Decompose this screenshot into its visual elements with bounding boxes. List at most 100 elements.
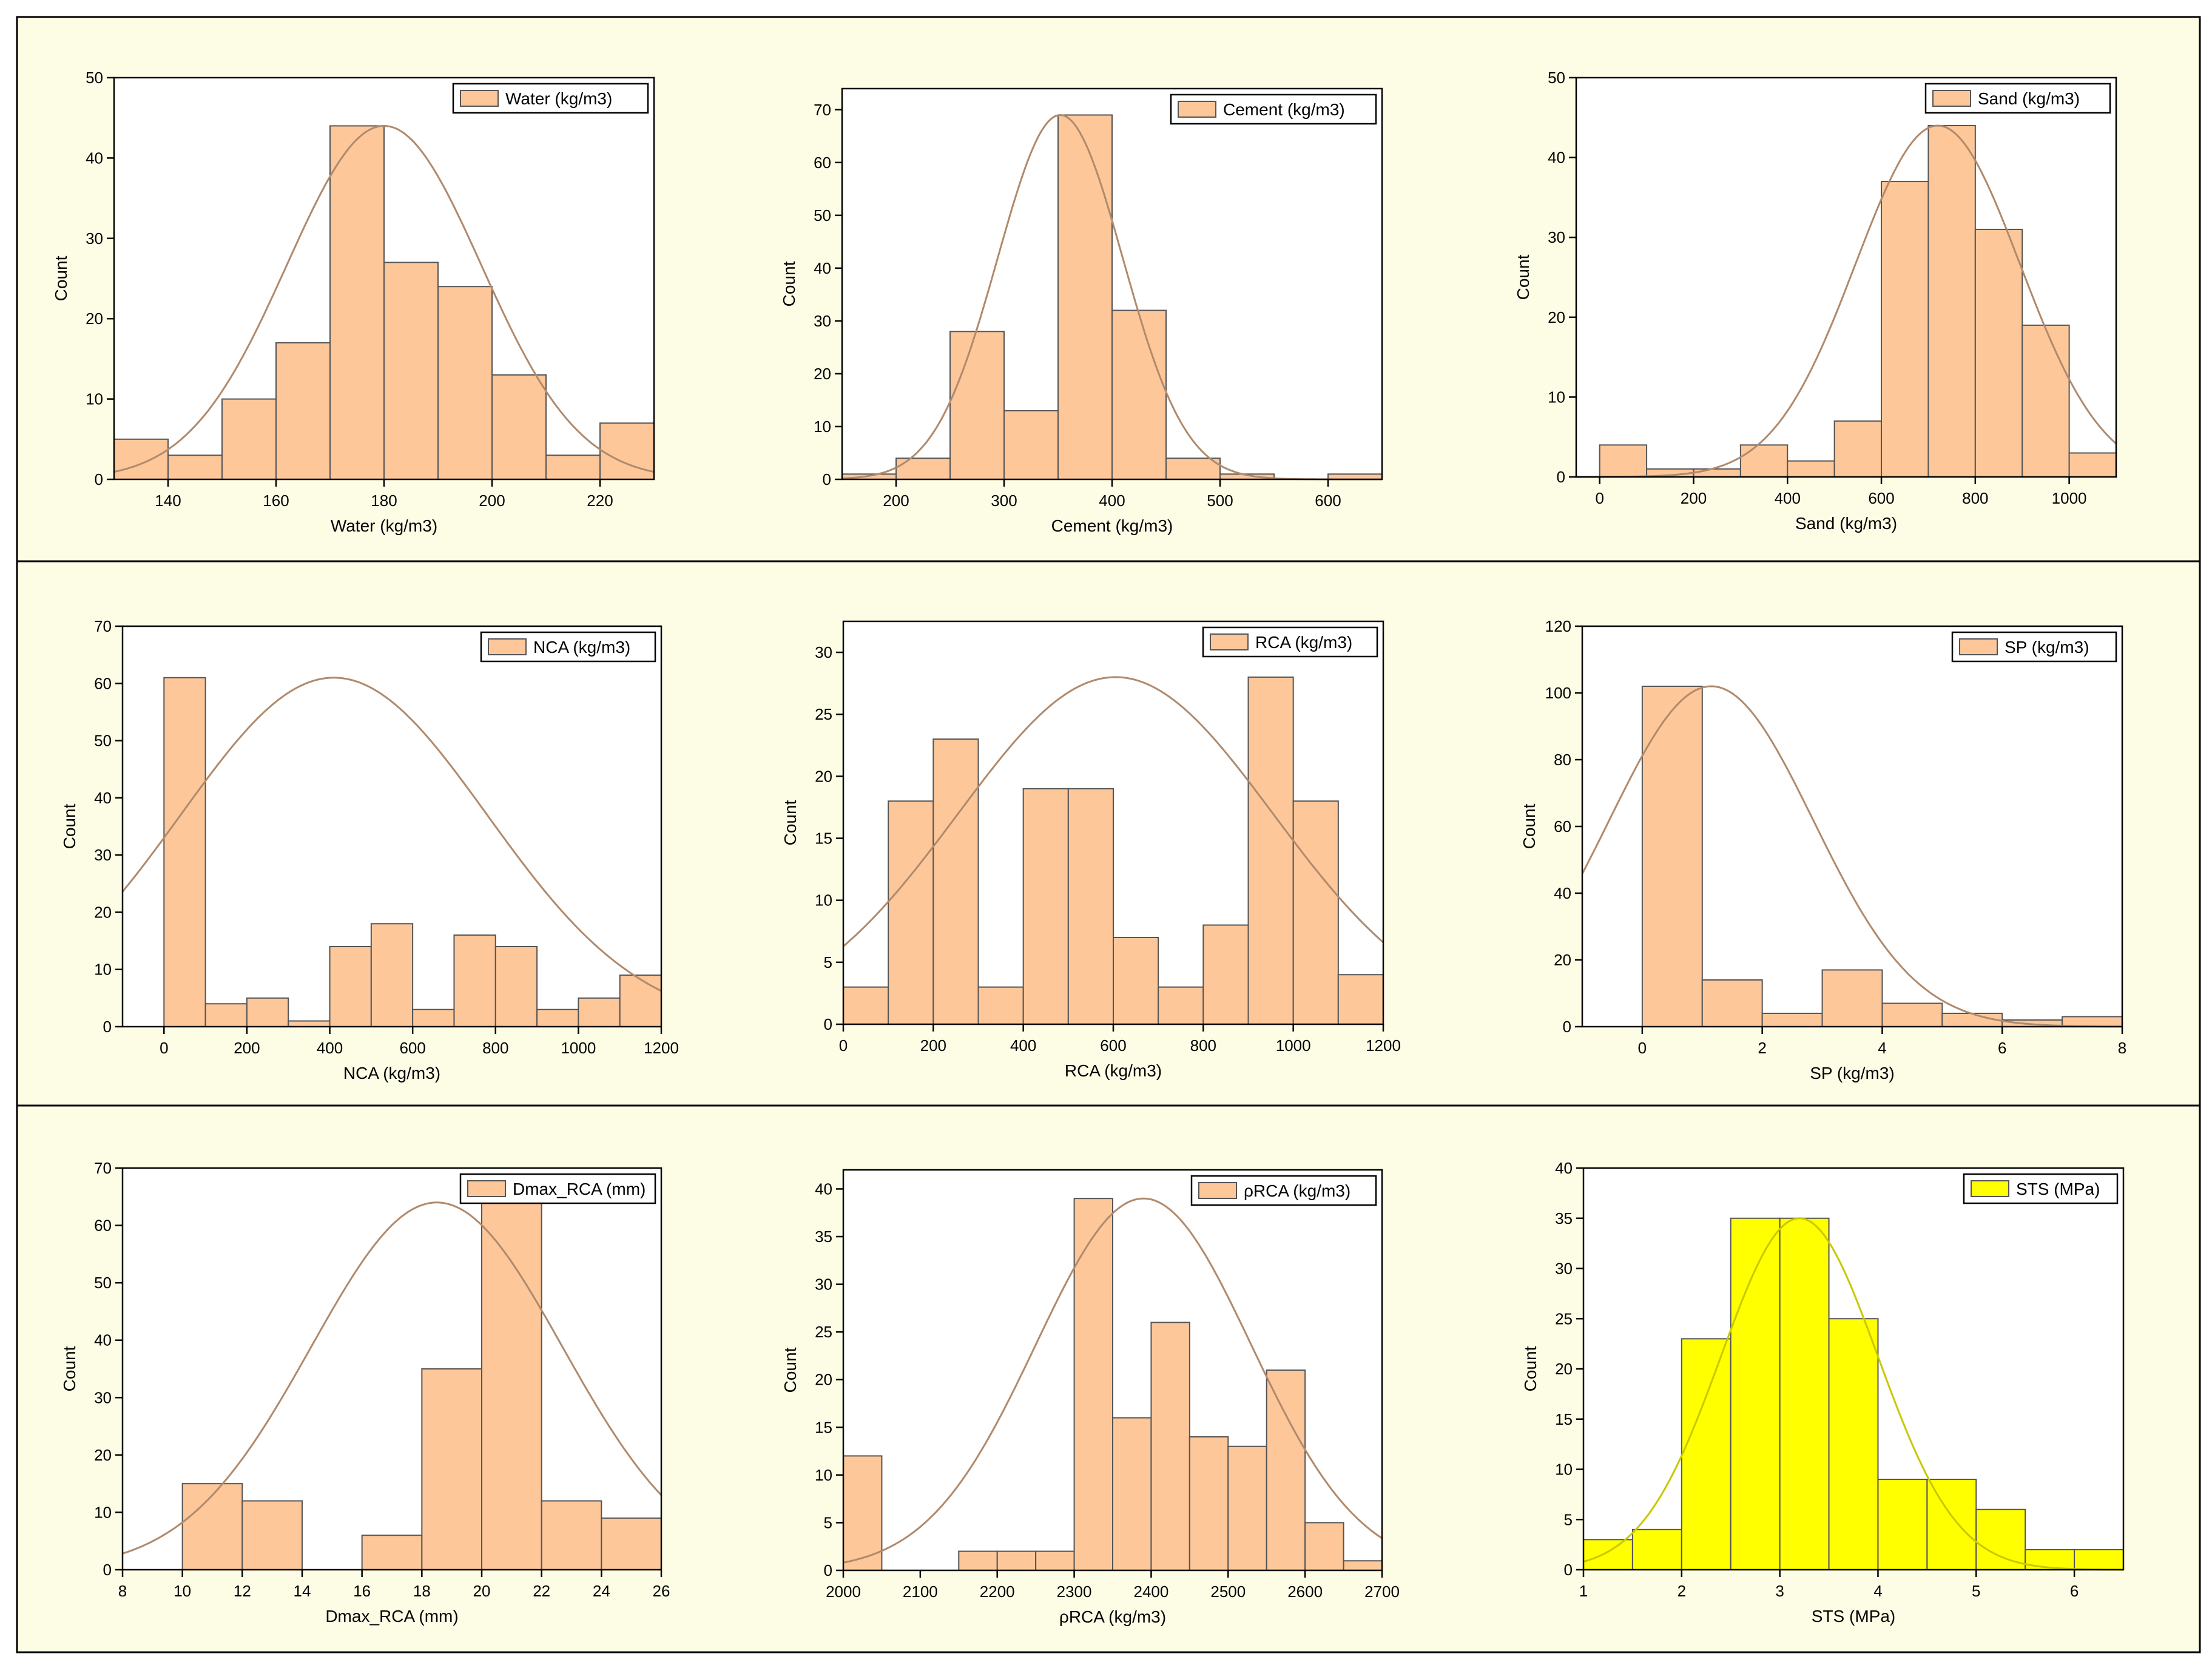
- histogram-bar: [481, 1201, 542, 1570]
- x-tick-label: 300: [991, 491, 1017, 510]
- histogram-bar: [1693, 468, 1741, 478]
- normal-fit-curve: [1583, 1217, 2123, 1571]
- histogram-bar: [1165, 458, 1221, 481]
- x-tick-label: 140: [155, 491, 181, 510]
- x-tick-label: 2300: [1057, 1582, 1092, 1601]
- histogram-bar: [888, 800, 934, 1025]
- y-tick-label: 50: [94, 732, 112, 750]
- x-tick-label: 180: [371, 491, 397, 510]
- histogram-bar: [383, 262, 439, 480]
- x-tick-label: 22: [533, 1582, 550, 1600]
- plot-frame: [1575, 76, 2117, 478]
- x-tick-label: 1: [1579, 1582, 1588, 1600]
- x-tick-label: 18: [413, 1582, 431, 1600]
- x-tick-label: 8: [2118, 1039, 2126, 1057]
- y-tick-label: 40: [1554, 884, 1571, 902]
- y-tick-label: 60: [94, 674, 112, 692]
- y-axis-label: Count: [1521, 1346, 1540, 1391]
- histogram-bar: [1304, 1522, 1344, 1571]
- x-tick-label: 800: [1190, 1036, 1216, 1055]
- histogram-bar: [1881, 1002, 1943, 1027]
- y-tick-label: 30: [814, 312, 831, 330]
- x-tick-label: 600: [399, 1039, 425, 1057]
- y-tick-label: 40: [1548, 149, 1565, 167]
- histogram-bar: [932, 738, 979, 1025]
- histogram-bar: [453, 934, 496, 1027]
- x-tick-label: 1000: [2052, 489, 2087, 507]
- histogram-bar: [2021, 324, 2070, 478]
- y-tick-label: 70: [94, 1159, 112, 1177]
- histogram-chart-9: 1 2 3 4 5 6 0 5 10 15 20 25 30 35 40 STS (MPa) Count STS …: [1521, 1159, 2125, 1626]
- y-tick-label: 20: [1548, 308, 1565, 326]
- x-tick-label: 200: [920, 1036, 946, 1055]
- x-axis-label: Water (kg/m3): [331, 516, 437, 535]
- histogram-chart-5: 0 200 400 600 800 1000 1200 0 5 10 15 20 25 30 RCA (kg…: [781, 620, 1401, 1080]
- x-tick-label: 2: [1758, 1039, 1766, 1057]
- histogram-chart-3: 0 200 400 600 800 1000 0 10 20 30 40 50 Sand (kg/m3)…: [1514, 69, 2117, 533]
- histogram-bar: [361, 1535, 423, 1570]
- legend-label: RCA (kg/m3): [1255, 633, 1352, 652]
- x-tick-label: 16: [353, 1582, 371, 1600]
- y-tick-label: 20: [1554, 951, 1571, 969]
- histogram-bar: [329, 125, 385, 480]
- y-tick-label: 10: [814, 417, 831, 436]
- y-tick-label: 40: [814, 259, 831, 277]
- x-tick-label: 800: [1962, 489, 1988, 507]
- x-tick-label: 1200: [644, 1039, 679, 1057]
- histogram-bar: [163, 677, 206, 1028]
- histogram-bar: [1975, 1508, 2026, 1570]
- x-tick-label: 4: [1878, 1039, 1886, 1057]
- y-tick-label: 20: [815, 767, 832, 785]
- histogram-bar: [329, 946, 372, 1027]
- x-tick-label: 400: [317, 1039, 343, 1057]
- x-tick-label: 2: [1678, 1582, 1686, 1600]
- x-tick-label: 400: [1099, 491, 1125, 510]
- histogram-bar: [204, 1003, 248, 1028]
- legend-swatch: [1198, 1182, 1237, 1199]
- histogram-bar: [949, 331, 1005, 481]
- histogram-bar: [895, 458, 951, 481]
- legend-label: SP (kg/m3): [2005, 638, 2089, 657]
- histogram-bar: [1828, 1318, 1879, 1570]
- x-tick-label: 200: [1681, 489, 1707, 507]
- histogram-bar: [545, 454, 601, 481]
- legend-swatch: [1971, 1180, 2009, 1197]
- histogram-bar: [1067, 788, 1114, 1025]
- histogram-bar: [491, 374, 547, 480]
- histogram-chart-2: 200 300 400 500 600 0 10 20 30 40 50 60 70 Cement (kg…: [780, 87, 1383, 535]
- y-tick-label: 0: [1564, 1561, 1573, 1579]
- x-tick-label: 0: [1595, 489, 1603, 507]
- x-tick-label: 26: [653, 1582, 670, 1600]
- y-tick-label: 25: [815, 1323, 832, 1341]
- histogram-bar: [1779, 1217, 1830, 1570]
- histogram-bar: [541, 1500, 602, 1571]
- x-tick-label: 8: [118, 1582, 127, 1600]
- x-tick-label: 800: [482, 1039, 508, 1057]
- histogram-bar: [578, 997, 621, 1028]
- y-tick-label: 40: [94, 1331, 112, 1349]
- y-tick-label: 70: [814, 101, 831, 119]
- x-tick-label: 2000: [826, 1582, 861, 1601]
- y-tick-label: 40: [1555, 1159, 1573, 1177]
- legend-box: [1190, 1175, 1377, 1206]
- y-tick-label: 10: [86, 390, 103, 408]
- y-tick-label: 50: [814, 206, 831, 225]
- histogram-bar: [1926, 1479, 1977, 1571]
- legend-swatch: [1178, 101, 1216, 118]
- normal-fit-curve: [121, 677, 662, 992]
- x-tick-label: 200: [479, 491, 505, 510]
- histogram-bar: [412, 1008, 455, 1027]
- plot-frame: [121, 625, 663, 1028]
- histogram-bar: [1003, 410, 1059, 480]
- x-tick-label: 2400: [1134, 1582, 1169, 1601]
- histogram-bar: [246, 997, 289, 1028]
- x-tick-label: 200: [234, 1039, 260, 1057]
- histogram-bar: [977, 986, 1024, 1025]
- legend-box: [1170, 93, 1377, 125]
- x-axis-label: ρRCA (kg/m3): [1059, 1607, 1166, 1626]
- y-tick-label: 0: [103, 1018, 112, 1036]
- histogram-bar: [1927, 124, 1976, 478]
- histogram-bar: [1739, 444, 1789, 478]
- histogram-bar: [1202, 924, 1249, 1025]
- histogram-bar: [1247, 676, 1294, 1025]
